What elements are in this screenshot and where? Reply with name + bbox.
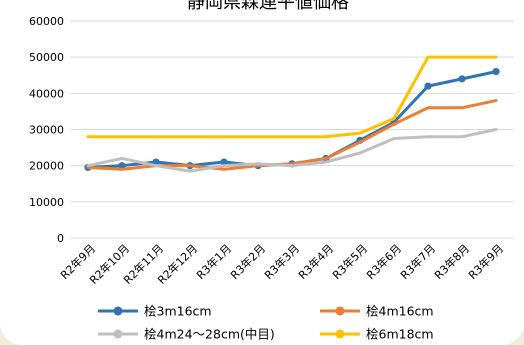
data-point — [492, 68, 500, 76]
x-tick-label: R3年9月 — [465, 241, 506, 282]
legend-item: 桧3m16cm — [98, 304, 212, 319]
data-point — [118, 162, 126, 170]
legend-marker — [335, 306, 345, 316]
data-point — [424, 82, 432, 90]
series-group — [86, 55, 498, 139]
x-tick-label: R3年1月 — [193, 241, 234, 282]
legend-marker — [113, 329, 123, 339]
y-tick-label: 60000 — [29, 15, 64, 28]
legend-label: 桧4m16cm — [366, 304, 434, 319]
series-line — [86, 70, 498, 169]
legend-item: 桧6m18cm — [320, 327, 434, 342]
y-tick-label: 30000 — [29, 124, 64, 137]
x-tick-label: R3年8月 — [431, 241, 472, 282]
data-point — [458, 75, 466, 83]
series-group — [86, 128, 498, 173]
series-line — [86, 55, 498, 139]
series-lines — [84, 55, 500, 173]
series-line — [86, 128, 498, 173]
series-line — [86, 99, 498, 171]
y-tick-label: 20000 — [29, 160, 64, 173]
x-tick-label: R3年7月 — [397, 241, 438, 282]
data-point — [220, 158, 228, 166]
x-tick-label: R3年5月 — [329, 241, 370, 282]
x-tick-label: R3年3月 — [261, 241, 302, 282]
y-tick-label: 0 — [57, 232, 64, 245]
y-tick-label: 40000 — [29, 87, 64, 100]
legend-label: 桧4m24～28cm(中目) — [144, 327, 275, 342]
legend-label: 桧6m18cm — [366, 327, 434, 342]
legend-label: 桧3m16cm — [144, 304, 212, 319]
series-group — [84, 68, 500, 172]
legend-marker — [113, 306, 123, 316]
legend-item: 桧4m16cm — [320, 304, 434, 319]
x-axis-ticks: R2年9月R2年10月R2年11月R2年12月R3年1月R3年2月R3年3月R3… — [57, 241, 506, 287]
y-tick-label: 10000 — [29, 196, 64, 209]
y-axis-ticks: 0 10000 20000 30000 40000 50000 60000 — [29, 15, 64, 245]
legend-item: 桧4m24～28cm(中目) — [98, 327, 275, 342]
series-group — [86, 99, 498, 171]
legend: 桧3m16cm 桧4m16cm 桧4m24～28cm(中目) 桧6m18cm — [98, 304, 434, 342]
x-tick-label: R3年6月 — [363, 241, 404, 282]
x-tick-label: R3年2月 — [227, 241, 268, 282]
x-tick-label: R3年4月 — [295, 241, 336, 282]
y-tick-label: 50000 — [29, 51, 64, 64]
legend-marker — [335, 329, 345, 339]
gridlines — [71, 20, 513, 239]
chart-title: 静岡県森連平値価格 — [187, 0, 349, 13]
